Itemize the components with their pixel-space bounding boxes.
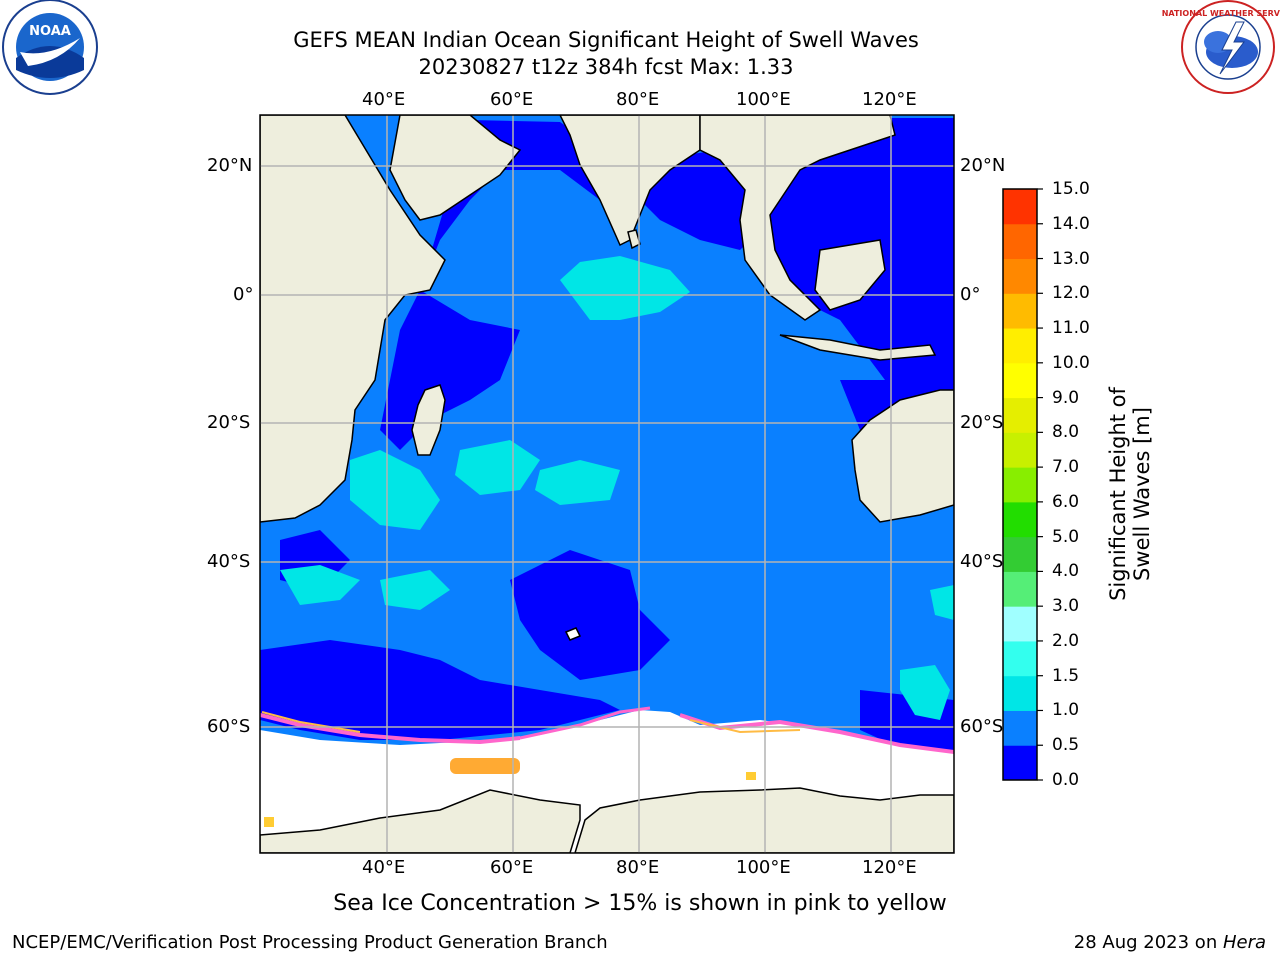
lat-label-right-40s: 40°S [960, 551, 1004, 572]
footer-date-text: 28 Aug 2023 on [1073, 932, 1223, 953]
lon-label-bottom-40e: 40°E [362, 857, 406, 878]
lat-label-left-60s: 60°S [207, 716, 251, 737]
colorbar-segment [1003, 675, 1037, 711]
colorbar-tick-label: 5.0 [1052, 526, 1080, 547]
lon-label-top-100e: 100°E [736, 89, 791, 110]
lon-label-top-60e: 60°E [490, 89, 534, 110]
colorbar-tick-label: 8.0 [1052, 422, 1080, 443]
arabia-land [389, 115, 522, 221]
lat-label-left-20s: 20°S [207, 412, 251, 433]
colorbar-tick-label: 15.0 [1052, 179, 1090, 199]
colorbar-frame [1002, 188, 1038, 781]
footer-host: Hera [1222, 932, 1266, 953]
lat-label-left-40s: 40°S [207, 551, 251, 572]
map-subtitle: 20230827 t12z 384h fcst Max: 1.33 [418, 55, 794, 79]
graticule [260, 115, 954, 853]
colorbar-tick-label: 0.0 [1052, 770, 1080, 790]
java-land [779, 334, 937, 361]
kerguelen-island [564, 627, 582, 641]
lon-label-bottom-100e: 100°E [736, 857, 791, 878]
antarctica-west-land [260, 789, 581, 853]
noaa-logo: NOAA [2, 0, 98, 95]
colorbar-segment [1003, 501, 1037, 538]
colorbar-segment [1003, 293, 1037, 329]
colorbar-tick-label: 14.0 [1052, 213, 1090, 234]
colorbar [1003, 188, 1043, 781]
colorbar-tick-label: 0.5 [1052, 735, 1080, 756]
lat-label-left-0: 0° [233, 284, 254, 305]
lon-label-bottom-120e: 120°E [862, 857, 917, 878]
africa-land [260, 115, 446, 523]
colorbar-tick-label: 3.0 [1052, 596, 1080, 617]
nws-logo-text: NATIONAL WEATHER SERVICE [1162, 9, 1280, 18]
colorbar-segment [1003, 328, 1037, 364]
colorbar-segment [1003, 432, 1037, 468]
colorbar-segment [1003, 745, 1037, 781]
colorbar-tick-label: 13.0 [1052, 248, 1090, 269]
colorbar-segment [1003, 606, 1037, 642]
mid-swell-regions [280, 256, 954, 720]
colorbar-label: Significant Height of Swell Waves [m] [1106, 387, 1154, 601]
noaa-logo-text: NOAA [29, 24, 71, 39]
nws-logo: NATIONAL WEATHER SERVICE [1162, 0, 1280, 94]
colorbar-tick-label: 9.0 [1052, 387, 1080, 408]
lon-label-top-40e: 40°E [362, 89, 406, 110]
borneo-land [814, 239, 886, 311]
colorbar-segment [1003, 640, 1037, 677]
colorbar-segment [1003, 258, 1037, 294]
colorbar-tick-label: 7.0 [1052, 457, 1080, 478]
colorbar-tick-label: 10.0 [1052, 352, 1090, 373]
madagascar-land [411, 384, 446, 456]
sea-ice-caption: Sea Ice Concentration > 15% is shown in … [333, 891, 947, 916]
map-frame [259, 114, 955, 854]
lon-label-top-120e: 120°E [862, 89, 917, 110]
lat-label-right-60s: 60°S [960, 716, 1004, 737]
colorbar-segment [1003, 467, 1037, 503]
colorbar-tick-label: 1.0 [1052, 700, 1080, 721]
colorbar-segment [1003, 189, 1037, 225]
colorbar-tick-label: 4.0 [1052, 561, 1080, 582]
lat-label-left-20n: 20°N [207, 155, 253, 176]
footer-date: 28 Aug 2023 on Hera [1074, 932, 1266, 953]
sri-lanka-land [627, 229, 641, 250]
lon-label-bottom-60e: 60°E [490, 857, 534, 878]
colorbar-segment [1003, 710, 1037, 746]
colorbar-segment [1003, 571, 1037, 607]
colorbar-tick-label: 12.0 [1052, 283, 1090, 304]
lon-label-top-80e: 80°E [616, 89, 660, 110]
lon-label-bottom-80e: 80°E [616, 857, 660, 878]
footer-credit: NCEP/EMC/Verification Post Processing Pr… [12, 932, 608, 953]
map-title: GEFS MEAN Indian Ocean Significant Heigh… [293, 28, 919, 52]
colorbar-tick-label: 6.0 [1052, 491, 1080, 512]
lat-label-right-20n: 20°N [960, 155, 1006, 176]
colorbar-tick-label: 1.5 [1052, 665, 1080, 686]
lat-label-right-0: 0° [960, 284, 981, 305]
lat-label-right-20s: 20°S [960, 412, 1004, 433]
colorbar-tick-label: 11.0 [1052, 318, 1090, 339]
colorbar-segment [1003, 536, 1037, 572]
colorbar-segment [1003, 362, 1037, 399]
colorbar-segment [1003, 223, 1037, 260]
colorbar-segment [1003, 397, 1037, 433]
colorbar-tick-label: 2.0 [1052, 630, 1080, 651]
